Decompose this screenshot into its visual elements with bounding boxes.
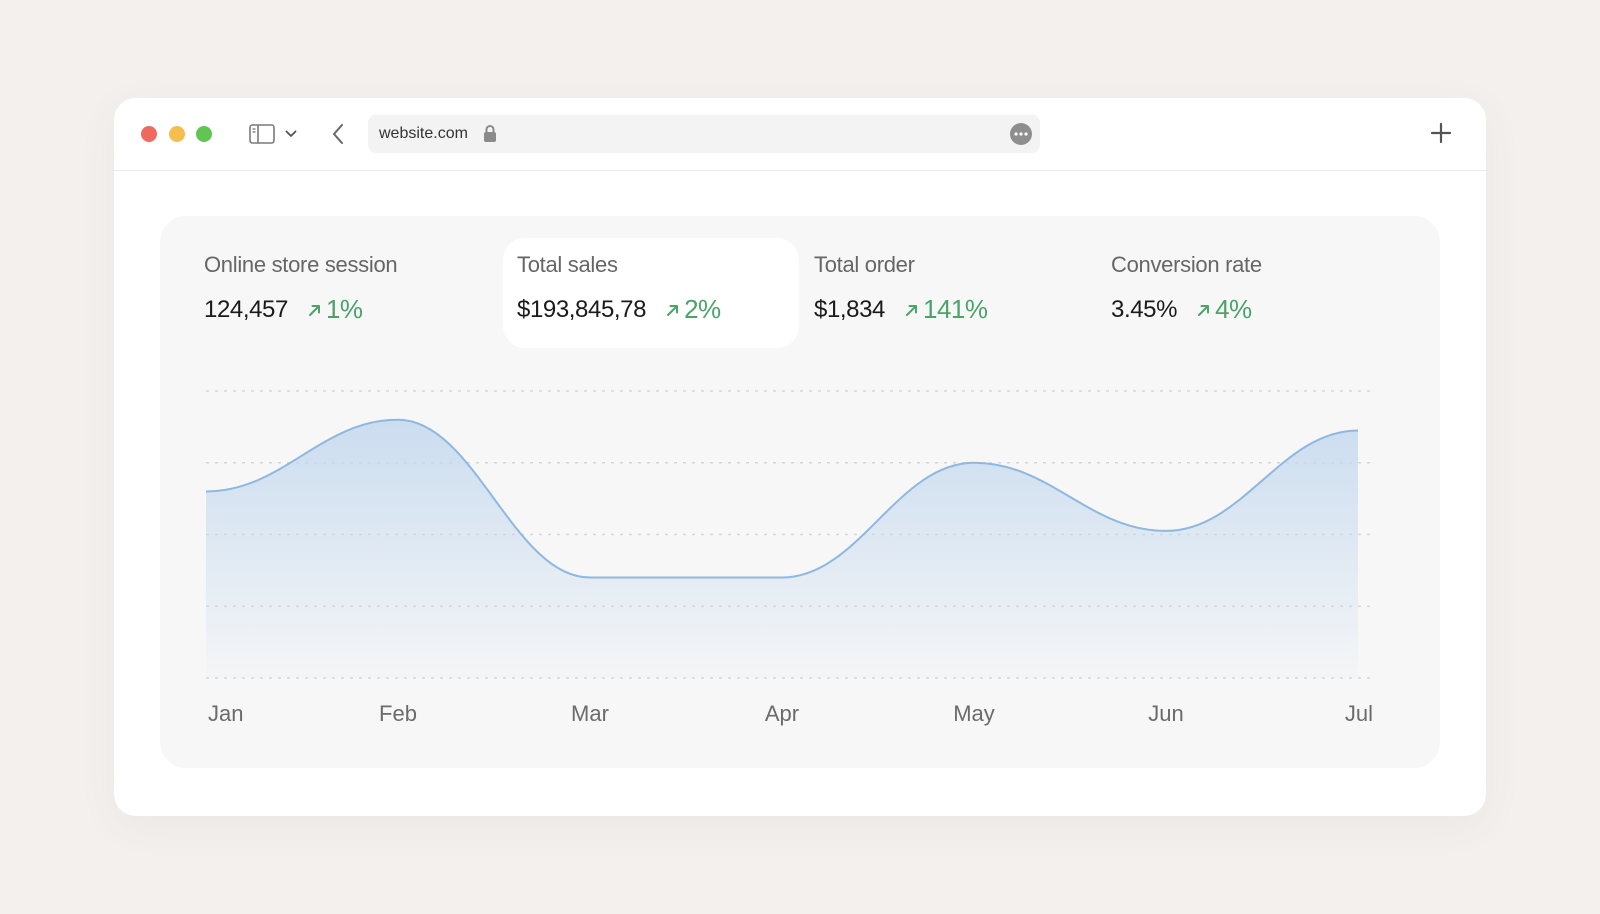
stat-label: Online store session xyxy=(204,252,398,277)
arrow-up-right-icon xyxy=(308,303,322,317)
chart-series-line xyxy=(205,418,1359,579)
stat-change: 2% xyxy=(666,294,721,325)
browser-toolbar: website.com xyxy=(114,98,1486,171)
x-axis-label: May xyxy=(953,701,995,726)
stat-value: $1,834 xyxy=(814,295,886,323)
chart-area-fill xyxy=(206,419,1358,678)
arrow-up-right-icon xyxy=(1197,303,1211,317)
stat-change-value: 2% xyxy=(684,294,721,324)
lock-icon xyxy=(484,125,496,142)
x-axis-label: Apr xyxy=(765,701,799,726)
address-bar[interactable]: website.com xyxy=(368,115,1040,153)
x-axis-label: Jan xyxy=(208,701,243,726)
stat-change: 141% xyxy=(905,294,988,325)
stat-card-conversion-rate[interactable]: Conversion rate 3.45% 4% xyxy=(1097,238,1393,348)
arrow-up-right-icon xyxy=(666,303,680,317)
new-tab-button[interactable] xyxy=(1426,118,1456,148)
sidebar-toggle-button[interactable] xyxy=(248,122,276,146)
zoom-window-button[interactable] xyxy=(196,126,212,142)
chevron-left-icon xyxy=(333,124,343,144)
close-window-button[interactable] xyxy=(141,126,157,142)
x-axis-label: Mar xyxy=(571,701,609,726)
x-axis-label: Jul xyxy=(1345,701,1373,726)
plus-icon xyxy=(1430,122,1452,144)
stat-change: 4% xyxy=(1197,294,1252,325)
arrow-up-right-icon xyxy=(905,303,919,317)
sales-area-chart: Jan Feb Mar Apr May Jun Jul xyxy=(205,390,1374,726)
stat-change: 1% xyxy=(308,294,363,325)
back-button[interactable] xyxy=(326,120,350,148)
stat-change-value: 1% xyxy=(325,294,363,324)
x-axis-label: Feb xyxy=(379,701,417,726)
sidebar-icon xyxy=(249,124,275,144)
stat-card-total-sales[interactable]: Total sales $193,845,78 2% xyxy=(503,238,799,348)
stat-change-value: 4% xyxy=(1215,294,1252,324)
stat-label: Total order xyxy=(814,252,915,277)
stat-value: 3.45% xyxy=(1111,295,1178,323)
x-axis-label: Jun xyxy=(1148,701,1183,726)
page-options-button[interactable] xyxy=(1010,123,1032,145)
stat-card-total-order[interactable]: Total order $1,834 141% xyxy=(800,238,1096,348)
stat-value: $193,845,78 xyxy=(517,295,647,323)
url-text[interactable]: website.com xyxy=(379,125,468,142)
chevron-down-icon xyxy=(285,130,297,137)
stat-value: 124,457 xyxy=(204,295,288,323)
minimize-window-button[interactable] xyxy=(169,126,185,142)
stat-label: Conversion rate xyxy=(1111,252,1262,277)
stat-change-value: 141% xyxy=(923,294,988,324)
stat-label: Total sales xyxy=(517,252,618,277)
stat-card-sessions[interactable]: Online store session 124,457 1% xyxy=(190,238,486,348)
tab-group-menu-button[interactable] xyxy=(282,124,300,144)
analytics-panel: Online store session 124,457 1% Total sa… xyxy=(160,216,1440,768)
more-icon xyxy=(1014,132,1028,136)
browser-window: website.com Online store session xyxy=(114,98,1486,816)
